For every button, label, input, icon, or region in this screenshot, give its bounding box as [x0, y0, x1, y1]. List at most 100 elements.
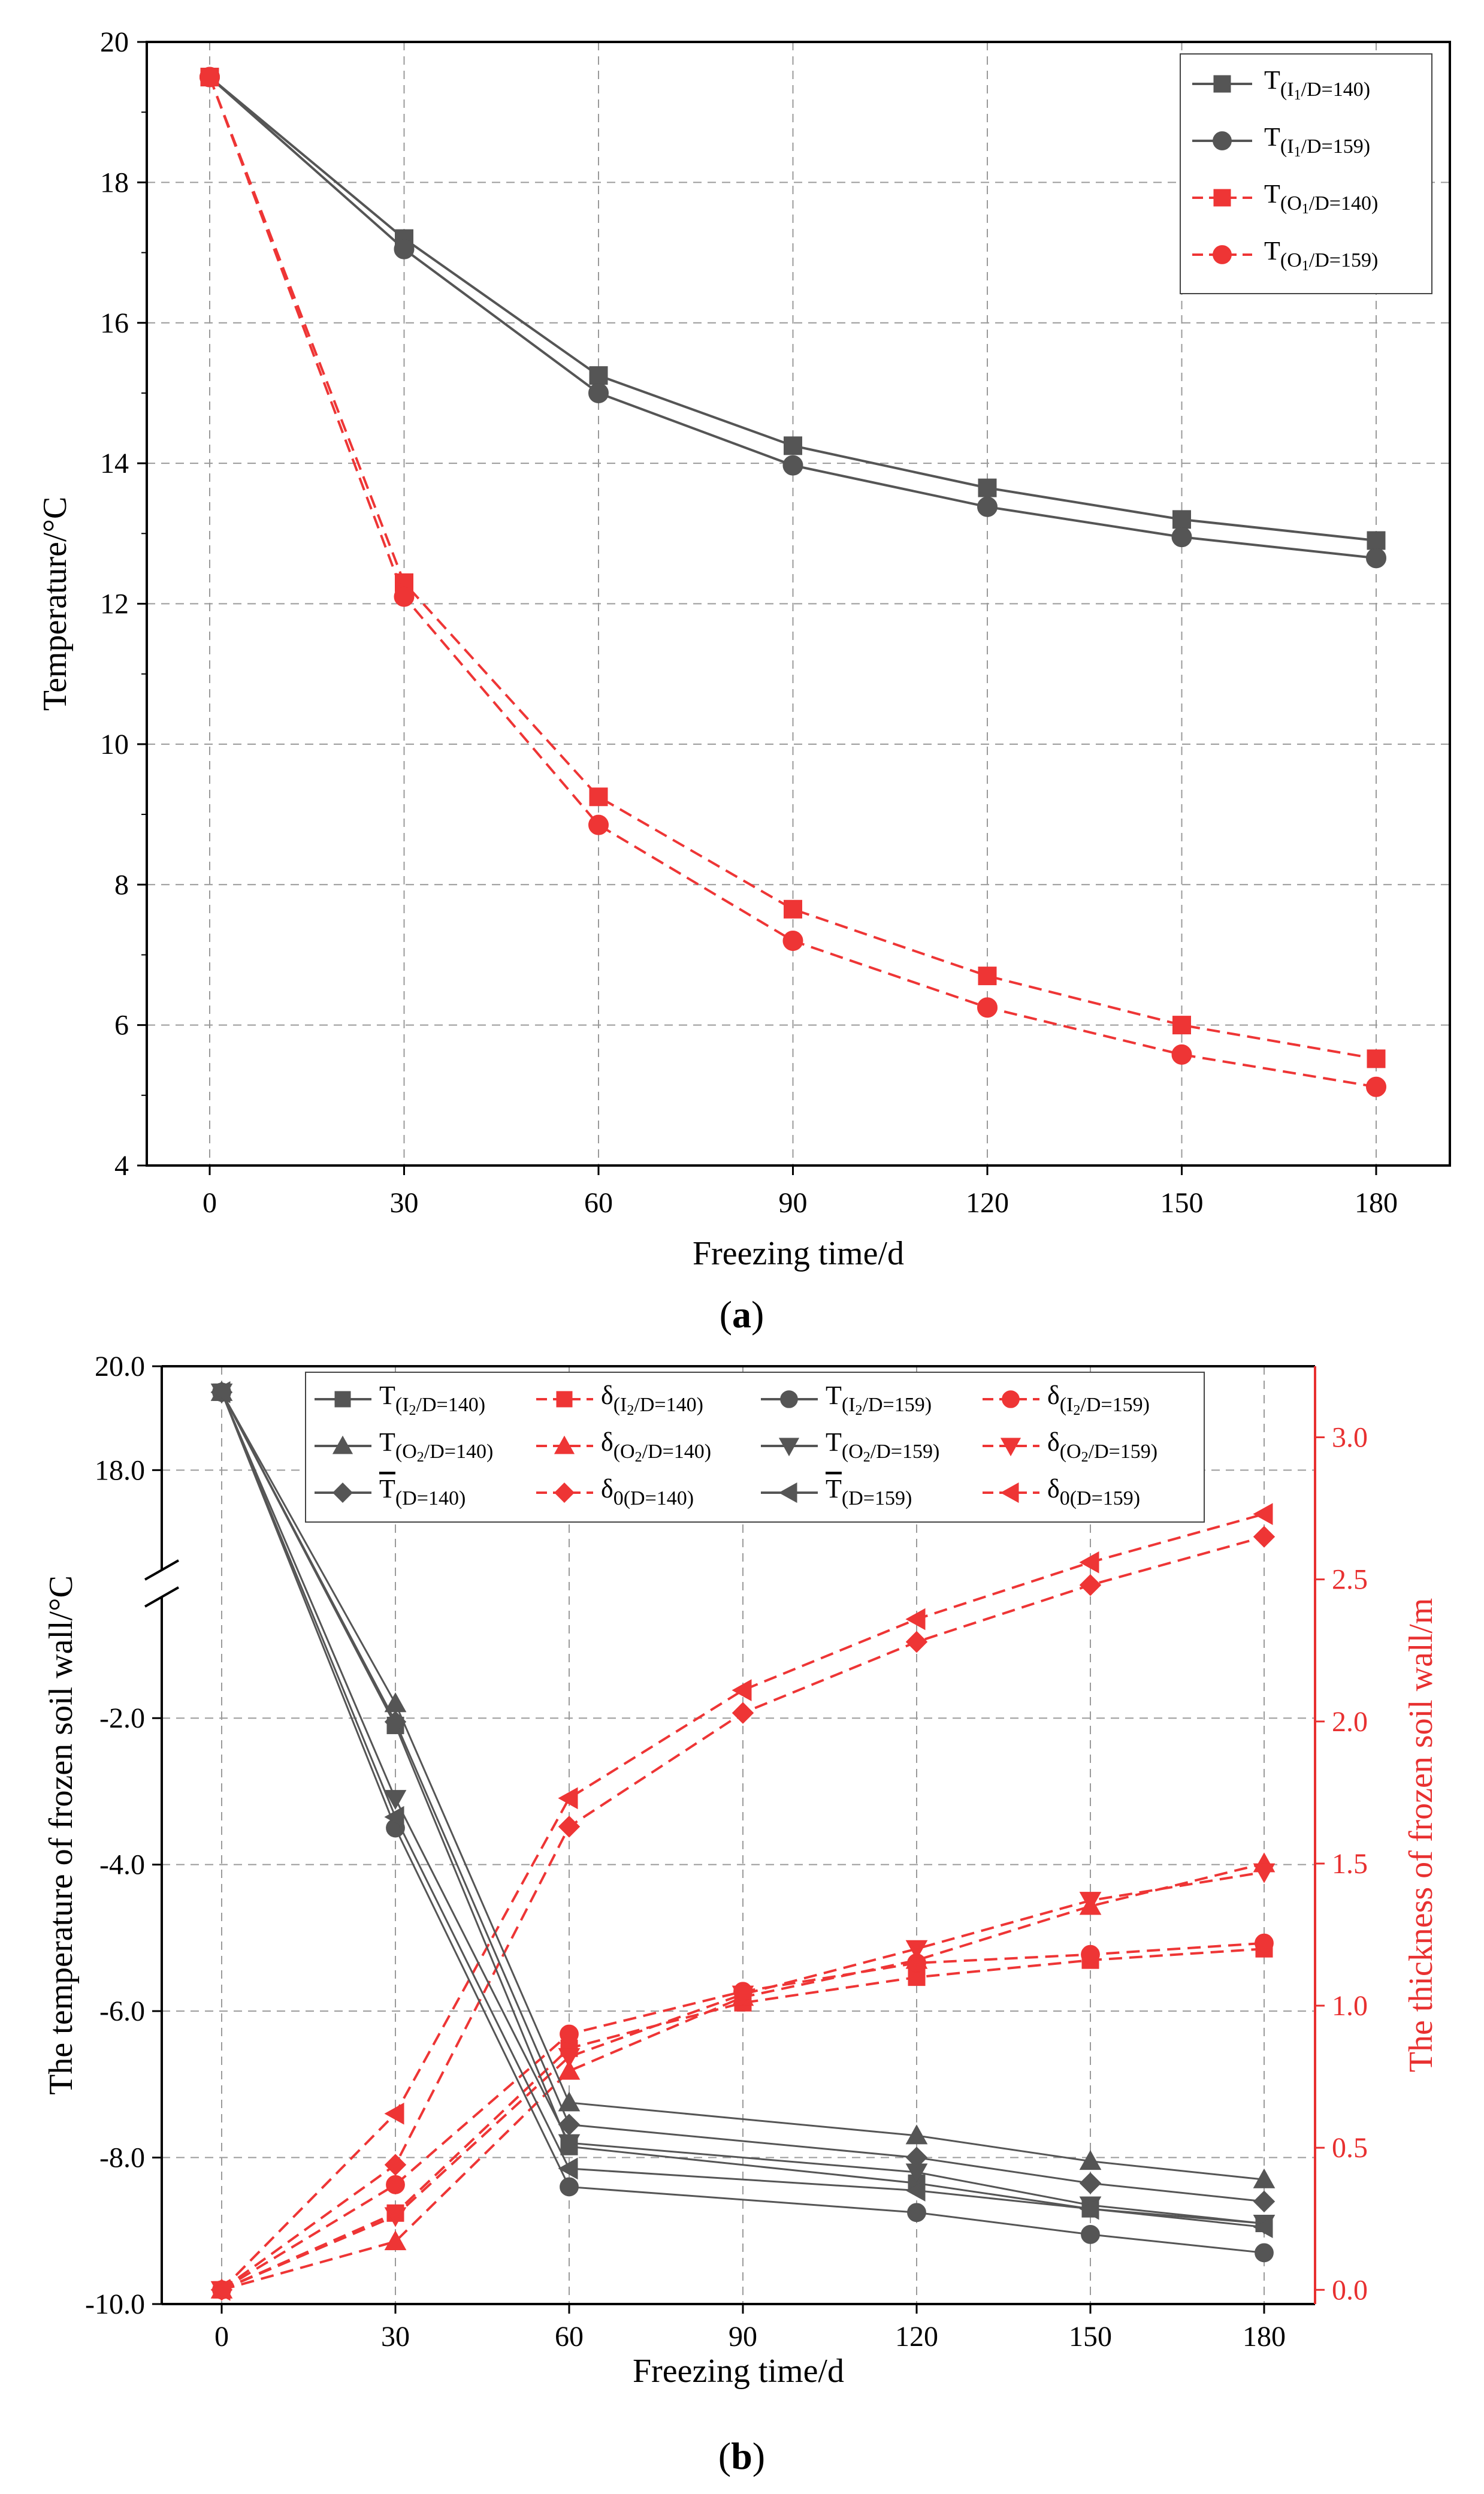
y-left-tick-label: 20.0	[95, 1351, 145, 1382]
data-point	[558, 1787, 578, 1810]
series-δ0(D=159)	[210, 1503, 1273, 2301]
data-point	[558, 2091, 581, 2112]
x-tick-label: 30	[381, 2321, 410, 2353]
panel-caption: (a)	[720, 1293, 764, 1336]
data-point	[1079, 1574, 1102, 1596]
y-tick-label: 8	[114, 869, 129, 901]
data-point	[384, 1790, 407, 1810]
series-line	[220, 1391, 1265, 2254]
axis-break-mark	[144, 1586, 179, 1608]
legend-label: T(O1/D=159)	[1264, 236, 1378, 274]
y-left-axis-label: The temperature of frozen soil wall/°C	[43, 1575, 80, 2095]
y-tick-label: 6	[114, 1010, 129, 1041]
legend-box	[305, 1372, 1205, 1523]
data-point	[200, 67, 220, 87]
data-point	[1367, 1049, 1386, 1068]
data-point	[905, 2124, 928, 2145]
legend-label: T(I2/D=140)	[379, 1381, 485, 1418]
series-T(O2/D=159)	[210, 1383, 1276, 2235]
y-left-tick-label: -2.0	[99, 1702, 145, 1734]
data-point	[588, 814, 609, 835]
data-point	[1171, 527, 1192, 548]
data-point	[977, 997, 998, 1018]
y-tick-label: 10	[100, 729, 129, 760]
legend-marker	[778, 1438, 800, 1457]
legend-marker	[332, 1435, 353, 1454]
data-point	[1253, 2168, 1276, 2188]
x-tick-label: 120	[895, 2321, 938, 2353]
data-point	[558, 2060, 581, 2080]
panel-caption: (b)	[718, 2435, 765, 2477]
data-point	[384, 1805, 404, 1828]
legend-marker	[554, 1482, 575, 1503]
x-tick-label: 90	[779, 1187, 808, 1219]
y-tick-label: 16	[100, 307, 129, 339]
legend-label: δ0(D=159)	[1047, 1474, 1140, 1509]
legend-label: T(O2/D=140)	[379, 1427, 493, 1465]
y-tick-label: 4	[114, 1150, 129, 1182]
legend-marker	[554, 1435, 575, 1454]
legend-marker	[334, 1391, 351, 1408]
data-point	[784, 899, 802, 919]
y-right-tick-label: 2.5	[1332, 1564, 1368, 1596]
y-right-tick-label: 1.5	[1332, 1848, 1368, 1880]
x-tick-label: 60	[584, 1187, 613, 1219]
data-point	[588, 382, 609, 403]
y-tick-label: 12	[100, 588, 129, 620]
data-point	[1366, 548, 1386, 569]
data-point	[784, 436, 802, 455]
x-axis-label: Freezing time/d	[633, 2353, 844, 2390]
legend-label: T(I2/D=159)	[826, 1381, 932, 1418]
y-right-tick-label: 1.0	[1332, 1990, 1368, 2022]
legend-marker	[780, 1390, 798, 1408]
legend-label: T(I1/D=159)	[1264, 122, 1370, 160]
data-point	[1081, 1945, 1100, 1964]
legend-label: T(O1/D=140)	[1264, 179, 1378, 217]
data-point	[386, 2175, 405, 2194]
data-point	[905, 2163, 928, 2184]
data-point	[732, 1679, 752, 1701]
data-point	[394, 586, 415, 607]
data-point	[1081, 2224, 1100, 2244]
legend-marker	[1000, 1438, 1021, 1457]
data-point	[905, 1608, 926, 1631]
data-point	[558, 2157, 578, 2180]
data-point	[1079, 2150, 1102, 2170]
data-point	[1079, 2172, 1102, 2194]
legend-marker	[1000, 1482, 1019, 1503]
panel-b: -10.0 -8.0 -6.0 -4.0 -2.0 18.0 20.0 0.0 0.5 1.0 1.…	[43, 1351, 1440, 2477]
legend-marker	[778, 1482, 797, 1503]
panel-a: 0 30 60 90 120 150 180 4 6 8 10 12 14 16 18 20 Freezing …	[37, 26, 1451, 1336]
series-line	[220, 1391, 1265, 2229]
data-point	[1366, 1076, 1386, 1097]
y-axis-label: Temperature/°C	[37, 497, 74, 711]
legend-label: δ(O2/D=159)	[1047, 1427, 1157, 1465]
y-right-axis-label: The thickness of frozen soil wall/m	[1403, 1598, 1440, 2073]
x-tick-label: 0	[214, 2321, 229, 2353]
data-point	[907, 2203, 926, 2223]
legend-marker	[333, 1482, 353, 1503]
y-left-tick-label: 18.0	[95, 1454, 145, 1486]
legend-marker	[1213, 189, 1231, 207]
y-tick-label: 14	[100, 448, 129, 479]
data-point	[1253, 2216, 1273, 2239]
data-point	[782, 455, 803, 476]
x-tick-label: 180	[1355, 1187, 1398, 1219]
series-δ0(D=140)	[210, 1526, 1276, 2301]
data-point	[384, 1711, 407, 1733]
y-tick-label: 18	[100, 167, 129, 198]
x-axis-label: Freezing time/d	[693, 1235, 904, 1272]
data-point	[560, 2177, 579, 2197]
data-point	[1079, 1551, 1099, 1574]
data-point	[210, 2278, 231, 2301]
legend-marker	[1213, 75, 1231, 93]
data-point	[589, 787, 608, 807]
legend-label: T(D=140)	[379, 1474, 466, 1509]
series-T̄(D=159)	[210, 1381, 1273, 2239]
data-point	[1255, 2243, 1274, 2263]
series-line	[220, 1391, 1265, 2203]
legend-label: T(I1/D=140)	[1264, 65, 1370, 103]
data-point	[977, 496, 998, 517]
data-point	[1079, 1892, 1102, 1912]
y-right-tick-label: 2.0	[1332, 1706, 1368, 1738]
